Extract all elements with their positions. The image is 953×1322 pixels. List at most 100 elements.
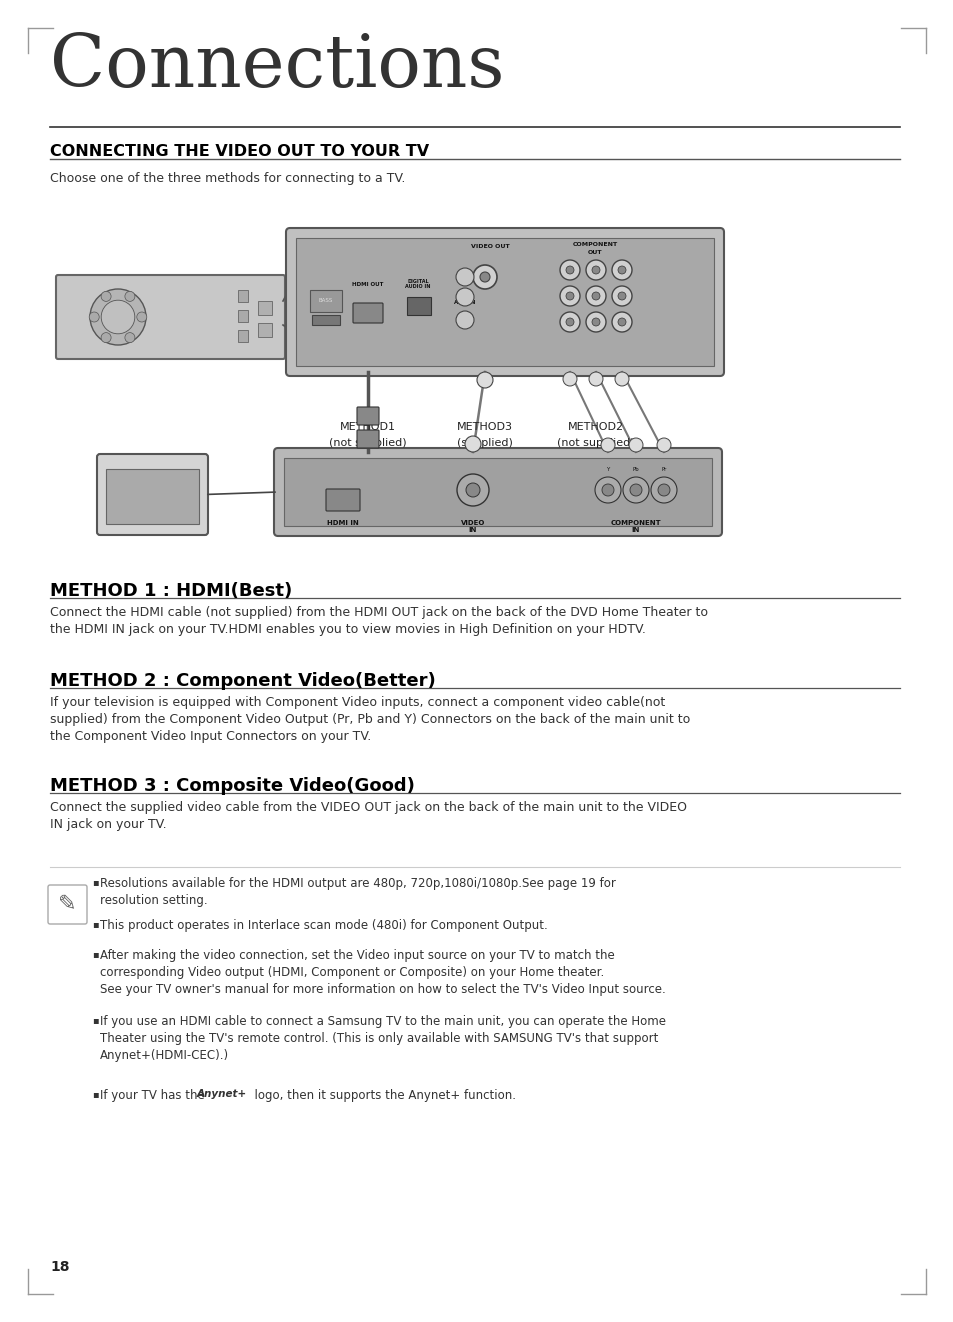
Text: CONNECTING THE VIDEO OUT TO YOUR TV: CONNECTING THE VIDEO OUT TO YOUR TV [50, 144, 429, 159]
Circle shape [456, 311, 474, 329]
Circle shape [585, 286, 605, 305]
Text: Choose one of the three methods for connecting to a TV.: Choose one of the three methods for conn… [50, 172, 405, 185]
Bar [312, 315, 339, 325]
Circle shape [90, 290, 146, 345]
Text: logo, then it supports the Anynet+ function.: logo, then it supports the Anynet+ funct… [247, 1089, 516, 1103]
Text: If your television is equipped with Component Video inputs, connect a component : If your television is equipped with Comp… [50, 695, 690, 743]
Bar [310, 290, 341, 312]
Circle shape [562, 371, 577, 386]
Text: METHOD3: METHOD3 [456, 422, 513, 432]
Text: VIDEO: VIDEO [460, 520, 485, 526]
Bar [106, 469, 199, 524]
Text: HDMI IN: HDMI IN [327, 520, 358, 526]
Bar [237, 309, 248, 323]
Bar [295, 238, 713, 366]
Text: ▪: ▪ [91, 876, 98, 887]
Bar [257, 301, 272, 315]
Circle shape [559, 312, 579, 332]
Text: This product operates in Interlace scan mode (480i) for Component Output.: This product operates in Interlace scan … [100, 919, 547, 932]
Bar [237, 330, 248, 342]
Text: METHOD1: METHOD1 [339, 422, 395, 432]
Text: IN: IN [468, 527, 476, 533]
Text: Connections: Connections [50, 32, 504, 102]
Circle shape [592, 292, 599, 300]
FancyBboxPatch shape [326, 489, 359, 512]
Circle shape [101, 333, 111, 342]
Circle shape [601, 484, 614, 496]
Text: AUX IN: AUX IN [454, 300, 476, 304]
Circle shape [612, 312, 631, 332]
Text: (not supplied): (not supplied) [329, 438, 406, 448]
Circle shape [592, 266, 599, 274]
Text: Resolutions available for the HDMI output are 480p, 720p,1080i/1080p.See page 19: Resolutions available for the HDMI outpu… [100, 876, 616, 907]
Circle shape [565, 266, 574, 274]
Circle shape [101, 291, 111, 301]
Text: After making the video connection, set the Video input source on your TV to matc: After making the video connection, set t… [100, 949, 665, 995]
Circle shape [629, 484, 641, 496]
Text: Pb: Pb [632, 467, 639, 472]
Circle shape [618, 266, 625, 274]
Circle shape [136, 312, 147, 323]
FancyBboxPatch shape [274, 448, 721, 535]
Text: BASS: BASS [318, 299, 333, 304]
Circle shape [612, 286, 631, 305]
Circle shape [465, 483, 479, 497]
Circle shape [585, 260, 605, 280]
Text: COMPONENT: COMPONENT [610, 520, 660, 526]
Text: METHOD 3 : Composite Video(Good): METHOD 3 : Composite Video(Good) [50, 777, 415, 795]
Circle shape [565, 292, 574, 300]
Circle shape [657, 438, 670, 452]
Bar [284, 457, 711, 526]
Circle shape [600, 438, 615, 452]
Text: 18: 18 [50, 1260, 70, 1274]
Circle shape [622, 477, 648, 502]
Text: METHOD2: METHOD2 [567, 422, 623, 432]
Circle shape [588, 371, 602, 386]
FancyBboxPatch shape [353, 303, 382, 323]
FancyBboxPatch shape [97, 453, 208, 535]
Circle shape [125, 333, 134, 342]
Circle shape [565, 319, 574, 327]
Text: DIGITAL
AUDIO IN: DIGITAL AUDIO IN [405, 279, 431, 290]
Text: ▪: ▪ [91, 1089, 98, 1099]
Circle shape [90, 312, 99, 323]
Circle shape [476, 371, 493, 387]
Circle shape [464, 436, 480, 452]
Circle shape [456, 288, 474, 305]
Text: (not supplied): (not supplied) [557, 438, 634, 448]
Text: COMPONENT: COMPONENT [572, 242, 617, 246]
Circle shape [125, 291, 134, 301]
Circle shape [612, 260, 631, 280]
Circle shape [618, 292, 625, 300]
Text: METHOD 2 : Component Video(Better): METHOD 2 : Component Video(Better) [50, 672, 436, 690]
Circle shape [559, 286, 579, 305]
Circle shape [101, 300, 134, 333]
Text: Connect the supplied video cable from the VIDEO OUT jack on the back of the main: Connect the supplied video cable from th… [50, 801, 686, 832]
Text: Connect the HDMI cable (not supplied) from the HDMI OUT jack on the back of the : Connect the HDMI cable (not supplied) fr… [50, 605, 707, 636]
Text: (supplied): (supplied) [456, 438, 513, 448]
FancyBboxPatch shape [48, 884, 87, 924]
Bar [257, 323, 272, 337]
FancyBboxPatch shape [356, 407, 378, 424]
Circle shape [595, 477, 620, 502]
Text: IN: IN [631, 527, 639, 533]
Circle shape [628, 438, 642, 452]
Circle shape [559, 260, 579, 280]
Circle shape [650, 477, 677, 502]
Circle shape [615, 371, 628, 386]
Circle shape [473, 264, 497, 290]
Circle shape [592, 319, 599, 327]
Text: ✎: ✎ [57, 894, 76, 914]
Text: ▪: ▪ [91, 919, 98, 929]
FancyBboxPatch shape [407, 297, 431, 315]
Text: OUT: OUT [587, 250, 601, 255]
FancyBboxPatch shape [286, 227, 723, 375]
Text: METHOD 1 : HDMI(Best): METHOD 1 : HDMI(Best) [50, 582, 292, 600]
Circle shape [658, 484, 669, 496]
FancyBboxPatch shape [56, 275, 285, 360]
Text: If your TV has the: If your TV has the [100, 1089, 212, 1103]
Text: ▪: ▪ [91, 949, 98, 958]
Text: If you use an HDMI cable to connect a Samsung TV to the main unit, you can opera: If you use an HDMI cable to connect a Sa… [100, 1015, 665, 1062]
Text: ▪: ▪ [91, 1015, 98, 1025]
FancyBboxPatch shape [356, 430, 378, 448]
